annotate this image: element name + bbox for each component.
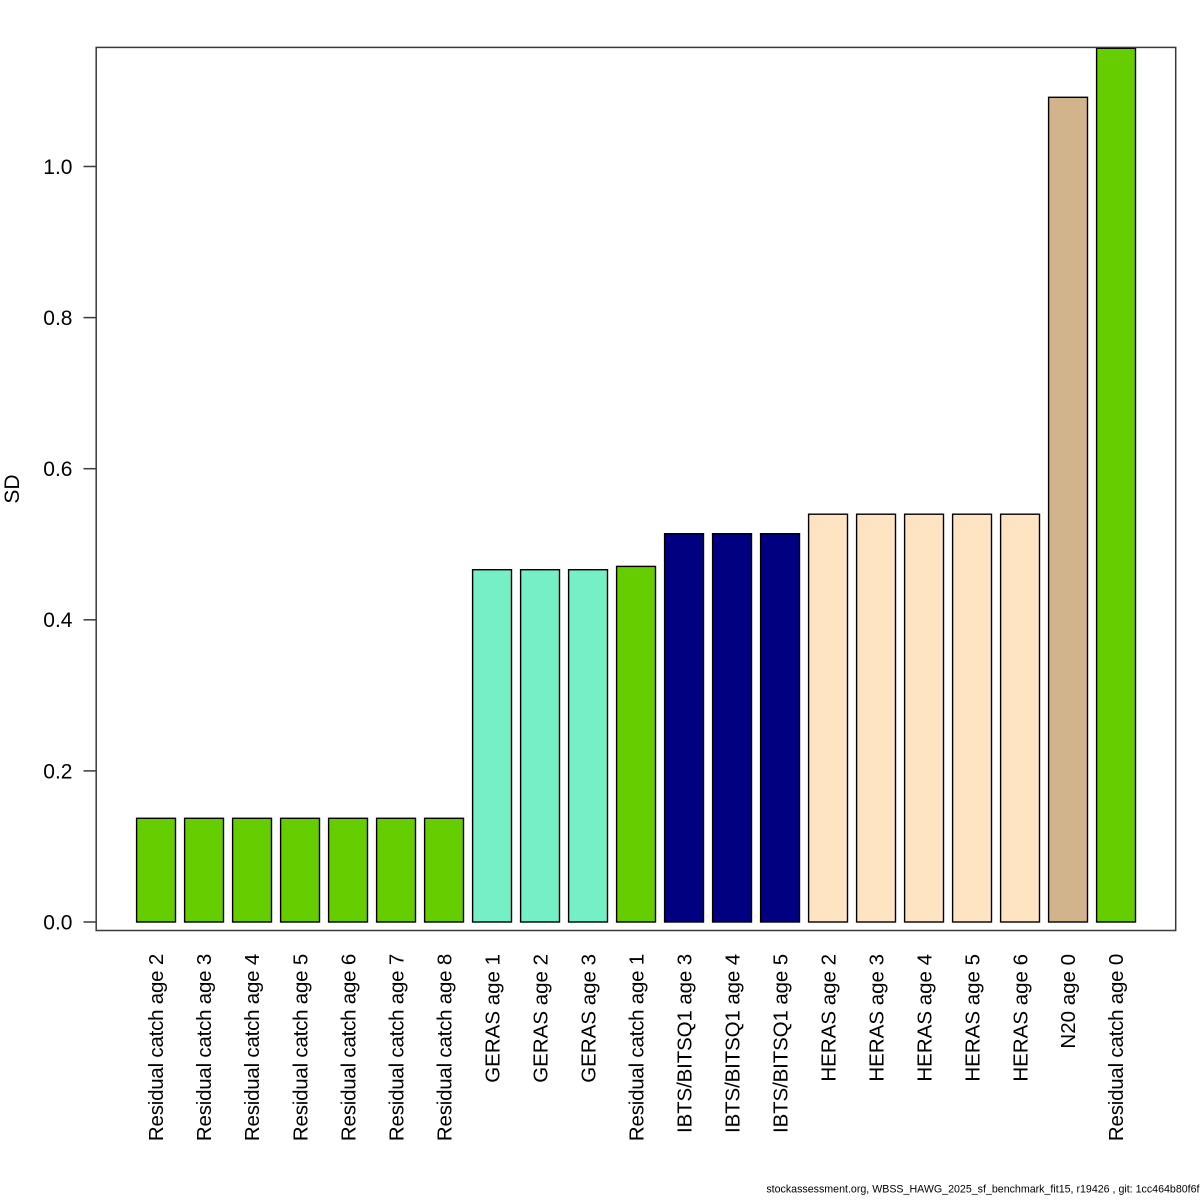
svg-text:SD: SD — [1, 474, 24, 503]
svg-text:GERAS age 2: GERAS age 2 — [529, 954, 552, 1083]
svg-text:HERAS age 2: HERAS age 2 — [817, 954, 840, 1082]
svg-text:Residual catch age 5: Residual catch age 5 — [289, 954, 312, 1141]
svg-text:0.0: 0.0 — [43, 911, 72, 934]
svg-text:Residual catch age 0: Residual catch age 0 — [1105, 954, 1128, 1141]
svg-text:Residual catch age 4: Residual catch age 4 — [241, 954, 264, 1141]
svg-text:0.2: 0.2 — [43, 760, 72, 783]
svg-text:HERAS age 5: HERAS age 5 — [961, 954, 984, 1082]
svg-text:Residual catch age 7: Residual catch age 7 — [385, 954, 408, 1141]
svg-text:Residual catch age 8: Residual catch age 8 — [433, 954, 456, 1141]
svg-text:GERAS age 3: GERAS age 3 — [577, 954, 600, 1083]
svg-text:IBTS/BITSQ1 age 5: IBTS/BITSQ1 age 5 — [769, 954, 792, 1133]
svg-text:GERAS age 1: GERAS age 1 — [481, 954, 504, 1083]
svg-text:stockassessment.org, WBSS_HAWG: stockassessment.org, WBSS_HAWG_2025_sf_b… — [766, 1183, 1199, 1195]
svg-text:Residual catch age 6: Residual catch age 6 — [337, 954, 360, 1141]
svg-text:Residual catch age 2: Residual catch age 2 — [145, 954, 168, 1141]
svg-text:0.8: 0.8 — [43, 307, 72, 330]
svg-text:HERAS age 4: HERAS age 4 — [913, 954, 936, 1082]
svg-text:Residual catch age 1: Residual catch age 1 — [625, 954, 648, 1141]
svg-text:HERAS age 6: HERAS age 6 — [1009, 954, 1032, 1082]
svg-text:0.6: 0.6 — [43, 458, 72, 481]
svg-text:0.4: 0.4 — [43, 609, 73, 632]
svg-text:IBTS/BITSQ1 age 4: IBTS/BITSQ1 age 4 — [721, 954, 744, 1133]
svg-text:IBTS/BITSQ1 age 3: IBTS/BITSQ1 age 3 — [673, 954, 696, 1133]
svg-text:HERAS age 3: HERAS age 3 — [865, 954, 888, 1082]
svg-text:Residual catch age 3: Residual catch age 3 — [193, 954, 216, 1141]
svg-text:N20 age 0: N20 age 0 — [1057, 954, 1080, 1049]
svg-text:1.0: 1.0 — [43, 156, 72, 179]
